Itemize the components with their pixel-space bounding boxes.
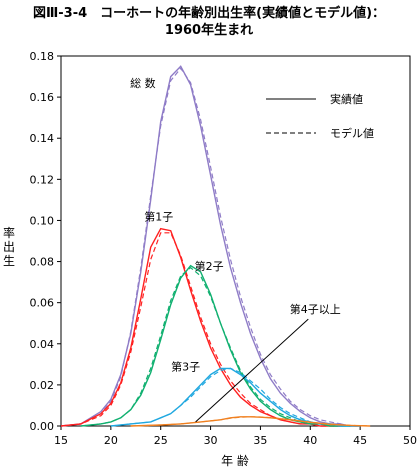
x-tick-label: 35: [253, 434, 267, 447]
series-label: 第2子: [195, 259, 224, 273]
series-label: 第4子以上: [290, 302, 341, 316]
x-tick-label: 30: [204, 434, 218, 447]
annotation-leader-line: [195, 318, 309, 423]
y-tick-label: 0.04: [30, 338, 55, 351]
series-actual-line: [60, 65, 361, 427]
series-actual-line: [60, 227, 341, 427]
series-model-line: [60, 67, 361, 427]
legend-label: モデル値: [330, 126, 374, 140]
chart-title: 図Ⅲ-3-4 コーホートの年齢別出生率(実績値とモデル値)：: [32, 6, 386, 21]
series-model-line: [60, 232, 341, 427]
y-tick-label: 0.18: [30, 50, 55, 63]
x-tick-label: 20: [104, 434, 118, 447]
y-tick-label: 0.12: [30, 173, 55, 186]
series-actual-line: [80, 264, 351, 427]
y-tick-label: 0.00: [30, 420, 55, 433]
y-tick-label: 0.06: [30, 297, 55, 310]
y-tick-label: 0.14: [30, 132, 55, 145]
x-axis-label: 年 齢: [221, 454, 249, 468]
series-label: 第3子: [171, 360, 200, 374]
series-label: 第1子: [144, 209, 173, 223]
y-tick-label: 0.16: [30, 91, 55, 104]
series-model-line: [80, 266, 351, 427]
y-tick-label: 0.08: [30, 256, 55, 269]
series-label: 総 数: [130, 76, 156, 90]
y-axis-label: 率出生: [2, 226, 15, 268]
chart-subtitle: 1960年生まれ: [164, 23, 254, 38]
legend-label: 実績値: [330, 92, 363, 106]
x-tick-label: 50: [403, 434, 417, 447]
x-tick-label: 40: [303, 434, 317, 447]
y-tick-label: 0.02: [30, 379, 55, 392]
series-actual-line: [130, 416, 371, 427]
plot-frame: [60, 55, 411, 427]
x-tick-label: 45: [353, 434, 367, 447]
x-tick-label: 25: [154, 434, 168, 447]
y-tick-label: 0.10: [30, 214, 55, 227]
x-tick-label: 15: [54, 434, 68, 447]
